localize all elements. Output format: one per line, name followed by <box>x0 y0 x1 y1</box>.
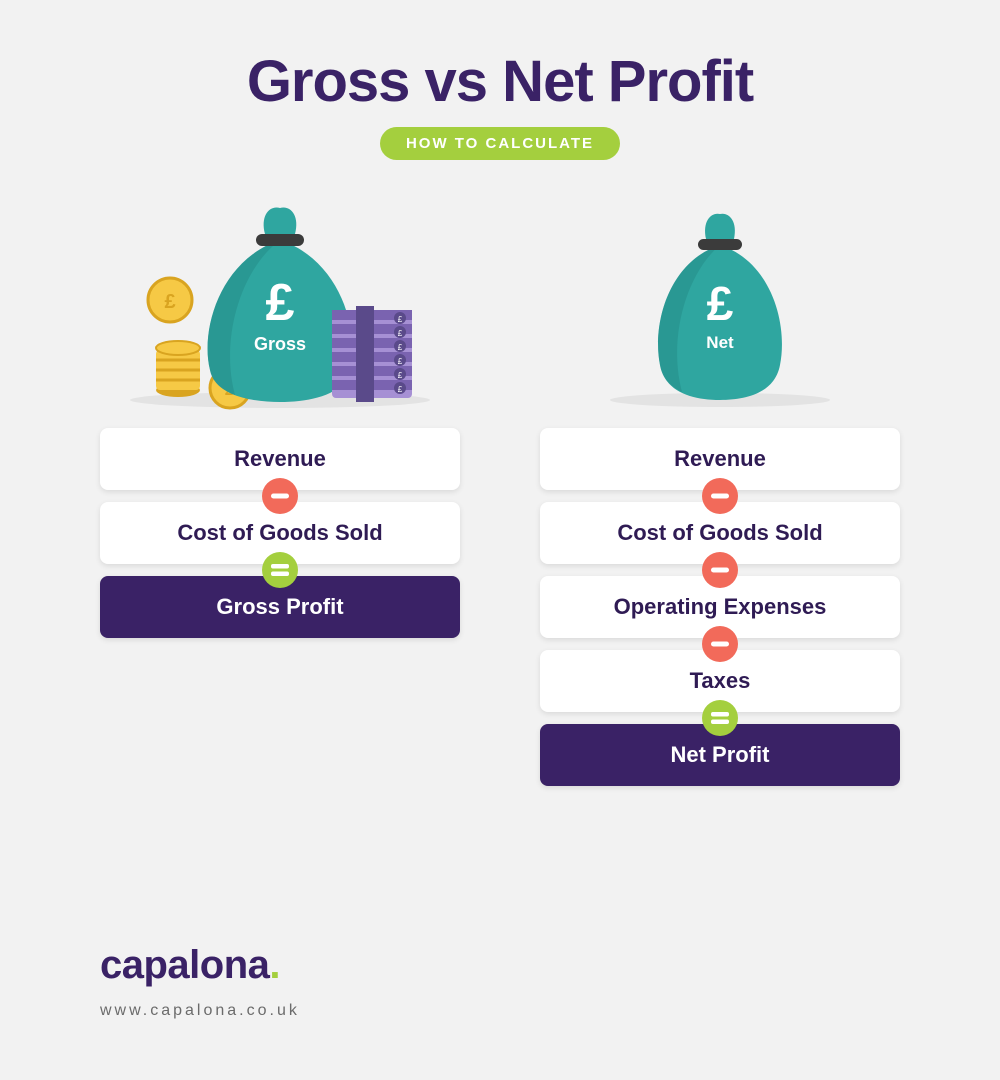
page-title: Gross vs Net Profit <box>0 48 1000 115</box>
net-column: £ Net RevenueCost of Goods SoldOperating… <box>540 190 900 786</box>
svg-text:£: £ <box>398 385 403 394</box>
money-bag-icon: £ Gross <box>208 207 353 402</box>
net-minus-icon <box>702 552 738 588</box>
subtitle-pill: HOW TO CALCULATE <box>380 127 620 160</box>
brand-url: www.capalona.co.uk <box>100 1002 300 1020</box>
cash-stack-icon: £ £ £ £ £ £ <box>332 306 412 402</box>
gross-minus-icon <box>262 478 298 514</box>
svg-text:£: £ <box>398 329 403 338</box>
net-minus-icon <box>702 478 738 514</box>
svg-text:£: £ <box>266 274 295 332</box>
net-illustration: £ Net <box>540 190 900 410</box>
brand-name: capalona <box>100 943 269 987</box>
header: Gross vs Net Profit HOW TO CALCULATE <box>0 0 1000 160</box>
svg-text:£: £ <box>398 371 403 380</box>
svg-text:£: £ <box>707 278 734 331</box>
columns: £ £ £ Gross <box>0 190 1000 786</box>
net-steps: RevenueCost of Goods SoldOperating Expen… <box>540 428 900 786</box>
brand-logo: capalona. <box>100 943 300 988</box>
brand-dot-icon: . <box>269 943 280 987</box>
net-bag-label: Net <box>706 333 734 352</box>
svg-text:£: £ <box>398 357 403 366</box>
gross-equals-icon <box>262 552 298 588</box>
net-minus-icon <box>702 626 738 662</box>
gross-illustration: £ £ £ Gross <box>100 190 460 410</box>
gross-bag-label: Gross <box>254 334 306 354</box>
svg-text:£: £ <box>398 343 403 352</box>
gross-column: £ £ £ Gross <box>100 190 460 786</box>
svg-text:£: £ <box>398 315 403 324</box>
net-equals-icon <box>702 700 738 736</box>
svg-text:£: £ <box>164 291 175 313</box>
gross-steps: RevenueCost of Goods SoldGross Profit <box>100 428 460 638</box>
money-bag-icon: £ Net <box>658 214 782 400</box>
footer: capalona. www.capalona.co.uk <box>100 943 300 1020</box>
